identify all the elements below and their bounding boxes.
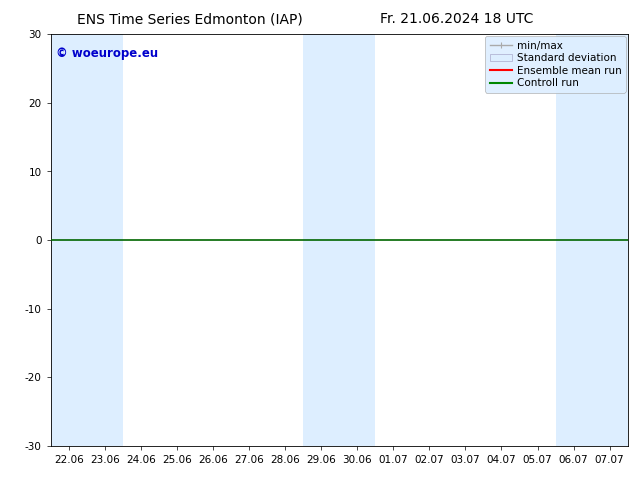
Bar — [51, 34, 123, 446]
Bar — [303, 34, 375, 446]
Legend: min/max, Standard deviation, Ensemble mean run, Controll run: min/max, Standard deviation, Ensemble me… — [486, 36, 626, 93]
Text: ENS Time Series Edmonton (IAP): ENS Time Series Edmonton (IAP) — [77, 12, 303, 26]
Text: Fr. 21.06.2024 18 UTC: Fr. 21.06.2024 18 UTC — [380, 12, 533, 26]
Text: © woeurope.eu: © woeurope.eu — [56, 47, 158, 60]
Bar — [555, 34, 628, 446]
